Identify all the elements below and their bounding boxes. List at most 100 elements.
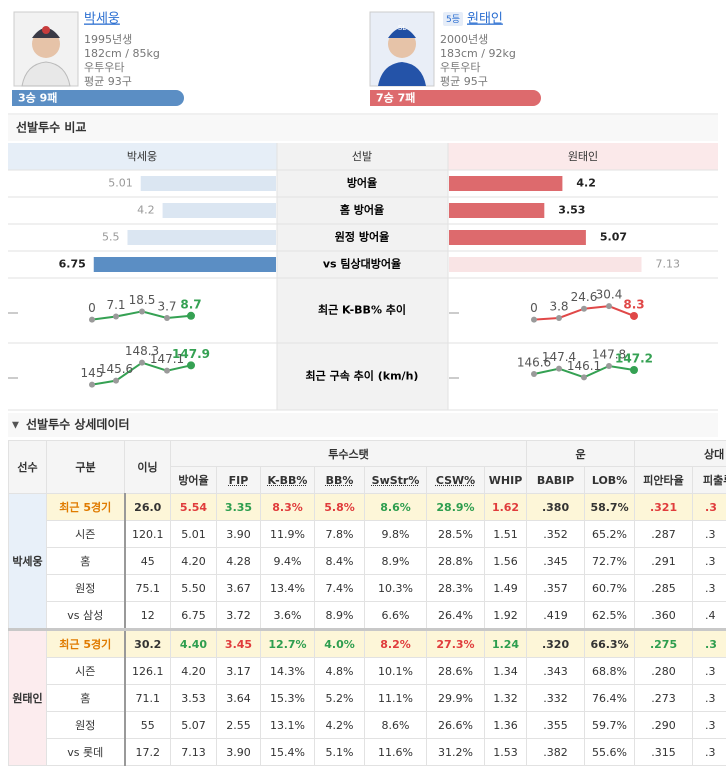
group-header: 운: [526, 440, 636, 467]
data-cell: 65.2%: [584, 520, 636, 548]
data-cell: 1.32: [483, 684, 528, 712]
data-cell: 1.92: [483, 601, 528, 631]
data-cell: 4.8%: [314, 657, 365, 685]
trend-value: 147.1: [150, 352, 184, 366]
data-cell: 13.1%: [260, 711, 315, 739]
header-cell: 이닝: [124, 440, 171, 494]
row-label: 원정: [46, 574, 126, 602]
trend-point: [630, 311, 638, 320]
detail-table-wrap: 선수 구분 이닝 투수스탯 운 상대 방어율 FIP K-BB% BB% SwStr% CSW% WHI…: [8, 440, 726, 771]
trend-value: 3.7: [157, 300, 176, 314]
data-cell: 6.6%: [364, 601, 427, 631]
trend-point: [113, 313, 119, 320]
data-cell: 62.5%: [584, 601, 636, 631]
data-cell: .380: [526, 493, 586, 521]
data-cell: 5.01: [170, 520, 217, 548]
data-cell: 26.6%: [426, 711, 485, 739]
pitcher-name-link[interactable]: 원태인: [467, 12, 503, 27]
data-cell: 2.55: [216, 711, 261, 739]
data-cell: 5.50: [170, 574, 217, 602]
trend-value: 3.8: [549, 299, 568, 313]
trend-point: [531, 316, 537, 323]
trend-point: [164, 315, 170, 322]
data-cell: .4: [692, 601, 726, 631]
data-cell: 59.7%: [584, 711, 636, 739]
data-cell: 4.0%: [314, 629, 365, 658]
pitcher-birth: 1995년생: [84, 33, 132, 46]
column-header[interactable]: CSW%: [426, 466, 485, 494]
data-cell: 11.9%: [260, 520, 315, 548]
trend-value: 147.2: [615, 352, 653, 366]
column-header: LOB%: [584, 466, 636, 494]
data-cell: .3: [692, 547, 726, 575]
trend-point: [139, 359, 145, 366]
photo-left: [13, 11, 79, 87]
svg-text:SL: SL: [398, 24, 406, 32]
trend-value: 147.9: [172, 347, 210, 361]
column-header[interactable]: SwStr%: [364, 466, 427, 494]
pitcher-hand: 우투우타: [440, 61, 480, 74]
data-cell: .291: [634, 547, 694, 575]
trend-value: 8.3: [623, 297, 644, 311]
data-cell: .3: [692, 738, 726, 766]
data-row: vs 롯데 17.2 7.13 3.90 15.4% 5.1% 11.6% 31.2% 1.53…: [9, 738, 726, 766]
pitcher-hand: 우투우타: [84, 61, 124, 74]
pitcher-birth: 2000년생: [440, 33, 488, 46]
column-header[interactable]: K-BB%: [260, 466, 315, 494]
data-row: 홈 45 4.20 4.28 9.4% 8.4% 8.9% 28.8% 1.56.345 72.7…: [9, 547, 726, 575]
data-cell: 68.8%: [584, 657, 636, 685]
bar: [162, 203, 276, 218]
trend-label: 최근 K-BB% 추이: [318, 303, 406, 317]
data-cell: .3: [692, 657, 726, 685]
trend-point: [187, 361, 195, 370]
data-cell: 4.20: [170, 547, 217, 575]
data-cell: 8.9%: [364, 547, 427, 575]
detail-table: 선수 구분 이닝 투수스탯 운 상대 방어율 FIP K-BB% BB% SwStr% CSW% WHI…: [8, 440, 726, 766]
trend-value: 148.3: [125, 344, 159, 358]
svg-text:▼: ▼: [12, 421, 19, 431]
compare-label: vs 팀상대방어율: [323, 257, 401, 271]
column-header[interactable]: BB%: [314, 466, 365, 494]
trend-point: [187, 311, 195, 320]
data-row: vs 삼성 12 6.75 3.72 3.6% 8.9% 6.6% 26.4% 1.92.419…: [9, 601, 726, 631]
compare-value: 7.13: [656, 258, 681, 271]
column-header: BABIP: [526, 466, 586, 494]
trend-value: 145.6: [99, 362, 133, 376]
data-cell: 12.7%: [260, 629, 315, 658]
data-cell: 58.7%: [584, 493, 636, 521]
pitcher-name-link[interactable]: 박세웅: [84, 12, 120, 27]
column-header: WHIP: [483, 466, 528, 494]
data-cell: 8.3%: [260, 493, 315, 521]
data-row: 홈 71.1 3.53 3.64 15.3% 5.2% 11.1% 29.9% 1.32.332…: [9, 684, 726, 712]
column-header[interactable]: FIP: [216, 466, 261, 494]
data-cell: .3: [692, 711, 726, 739]
data-cell: 3.67: [216, 574, 261, 602]
data-cell: 3.64: [216, 684, 261, 712]
data-cell: 1.62: [483, 493, 528, 521]
data-cell: 75.1: [124, 574, 171, 602]
compare-label: 원정 방어율: [335, 230, 389, 244]
data-cell: 27.3%: [426, 629, 485, 658]
trend-value: 18.5: [129, 293, 156, 307]
trend-value: 145: [81, 366, 104, 380]
record-label: 3승 9패: [18, 91, 57, 105]
data-cell: .419: [526, 601, 586, 631]
data-cell: .321: [634, 493, 694, 521]
data-cell: 7.13: [170, 738, 217, 766]
data-cell: .382: [526, 738, 586, 766]
data-cell: 3.90: [216, 520, 261, 548]
rank-badge: [443, 12, 463, 26]
row-label: 시즌: [46, 657, 126, 685]
section-header: [8, 413, 718, 437]
data-cell: 126.1: [124, 657, 171, 685]
data-cell: 26.4%: [426, 601, 485, 631]
record-bar-edge: [370, 90, 386, 106]
compare-value: 6.75: [59, 258, 86, 271]
data-cell: 76.4%: [584, 684, 636, 712]
data-row: 시즌 120.1 5.01 3.90 11.9% 7.8% 9.8% 28.5% 1.51.35…: [9, 520, 726, 548]
column-header: 방어율: [170, 466, 217, 494]
data-cell: 28.9%: [426, 493, 485, 521]
data-cell: 5.07: [170, 711, 217, 739]
data-cell: .3: [692, 684, 726, 712]
